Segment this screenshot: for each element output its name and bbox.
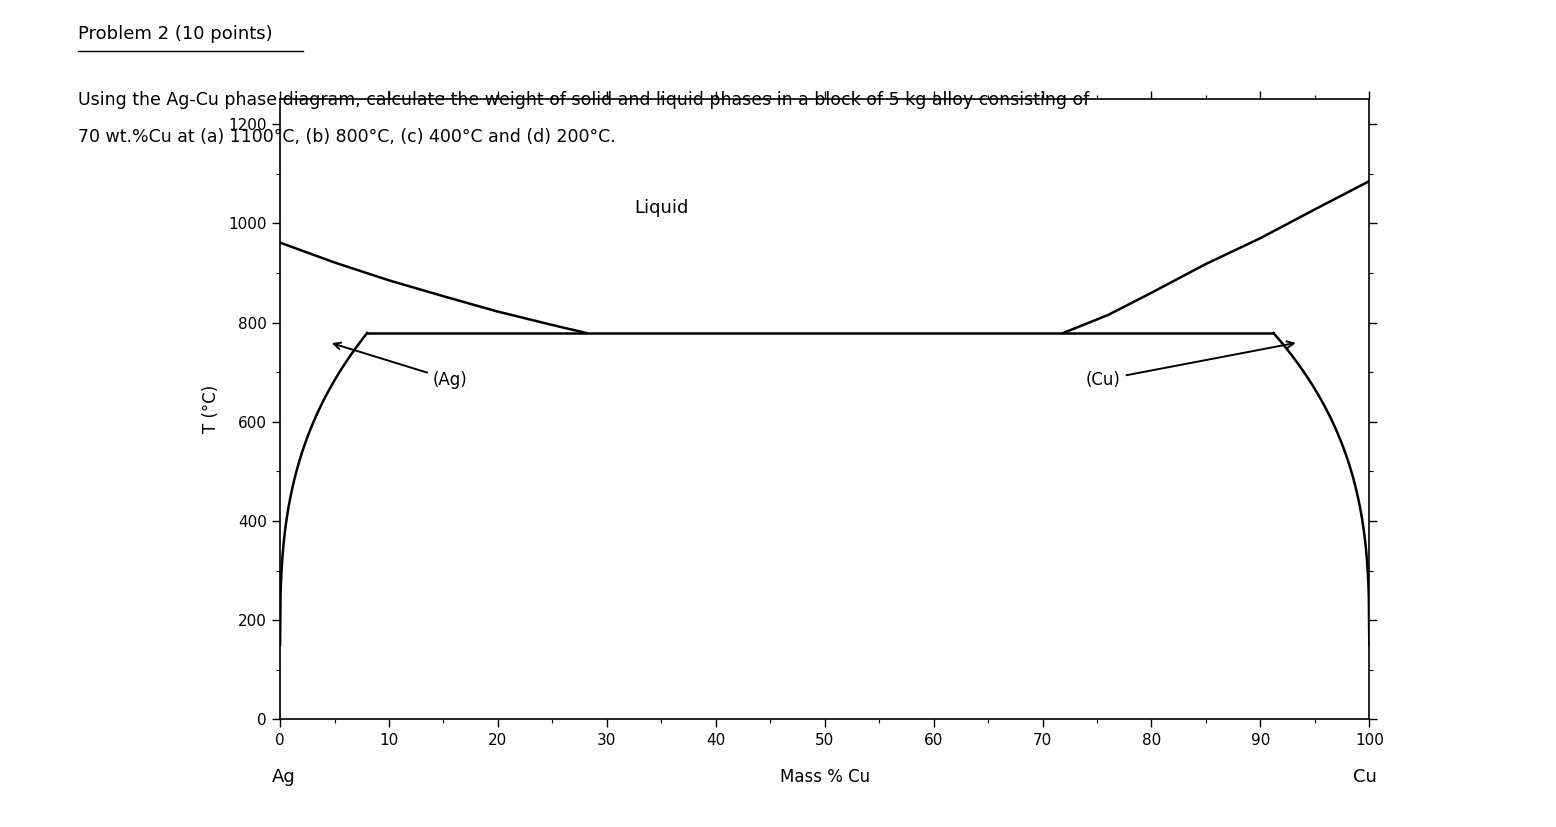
Text: Using the Ag-Cu phase diagram, calculate the weight of solid and liquid phases i: Using the Ag-Cu phase diagram, calculate…	[78, 91, 1089, 109]
Text: Mass % Cu: Mass % Cu	[780, 767, 870, 786]
Text: Liquid: Liquid	[635, 199, 688, 218]
Text: 70 wt.%Cu at (a) 1100°C, (b) 800°C, (c) 400°C and (d) 200°C.: 70 wt.%Cu at (a) 1100°C, (b) 800°C, (c) …	[78, 128, 616, 146]
Text: Ag: Ag	[272, 767, 296, 786]
Text: Problem 2 (10 points): Problem 2 (10 points)	[78, 25, 272, 43]
Text: (Cu): (Cu)	[1086, 342, 1293, 389]
Text: (Ag): (Ag)	[335, 342, 467, 389]
Y-axis label: T (°C): T (°C)	[202, 385, 219, 433]
Text: Cu: Cu	[1354, 767, 1377, 786]
